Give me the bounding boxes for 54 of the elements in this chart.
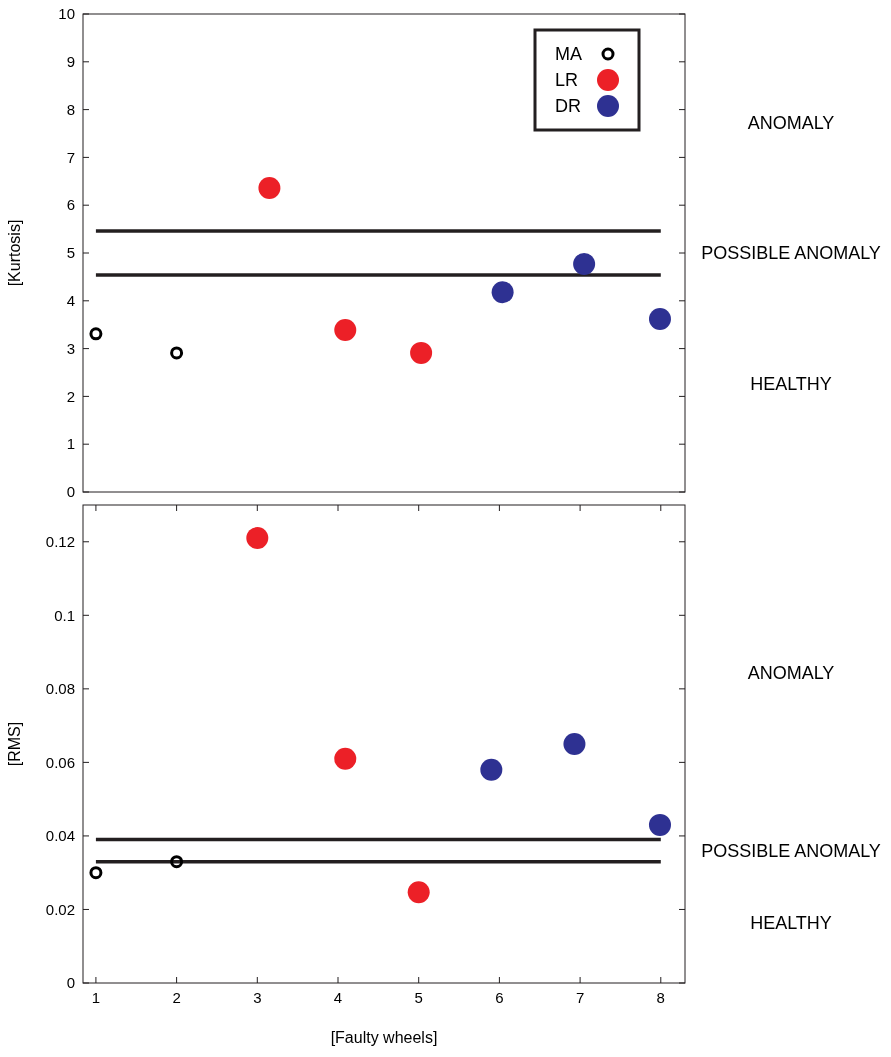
y-tick-label: 0 [66,483,75,501]
text: POSSIBLE ANOMALY [701,243,881,264]
legend-label: DR [555,96,581,117]
y-tick-label: 3 [66,339,75,357]
text: HEALTHY [750,912,832,933]
y-tick-label: 0.1 [54,606,75,624]
y-tick-label: 0.08 [45,680,75,698]
point [480,758,503,781]
legend-label: LR [555,70,579,91]
y-tick-label: 7 [66,148,75,166]
point [258,176,281,199]
point [410,341,433,364]
y-axis-title: [Kurtosis] [6,219,23,287]
x-tick-label: 8 [656,989,665,1006]
point [334,747,357,770]
point [648,813,671,836]
point [89,866,103,880]
y-tick-label: 0.02 [45,900,75,918]
point [170,346,184,360]
point [491,281,514,304]
x-axis-title: [Faulty wheels] [330,1029,438,1046]
point [648,307,671,330]
point [563,733,586,755]
point [334,318,357,341]
y-tick-label: 10 [58,5,75,23]
point [246,527,269,550]
point [407,881,430,904]
text: HEALTHY [750,373,832,394]
y-tick-label: 6 [66,196,75,214]
legend-label: MA [555,44,582,65]
x-tick-label: 6 [495,989,504,1006]
point [573,252,596,275]
text: ANOMALY [747,662,835,683]
x-tick-label: 1 [91,989,101,1006]
x-tick-label: 2 [172,989,181,1006]
y-tick-label: 5 [66,244,75,262]
point [89,327,103,341]
y-tick-label: 0.12 [45,533,75,551]
y-tick-label: 2 [66,387,75,405]
y-axis-title: [RMS] [6,721,23,767]
text: POSSIBLE ANOMALY [701,840,881,861]
y-tick-label: 0.06 [45,753,75,771]
y-tick-label: 4 [66,292,75,310]
y-tick-label: 9 [66,53,75,71]
y-tick-label: 0.04 [45,827,75,845]
y-tick-label: 8 [66,100,75,118]
y-tick-label: 0 [66,974,75,992]
text: ANOMALY [747,112,835,133]
x-tick-label: 4 [333,989,343,1006]
x-tick-label: 5 [414,989,423,1006]
x-tick-label: 3 [253,989,262,1006]
point [170,855,184,869]
y-tick-label: 1 [66,435,75,453]
x-tick-label: 7 [575,989,585,1006]
